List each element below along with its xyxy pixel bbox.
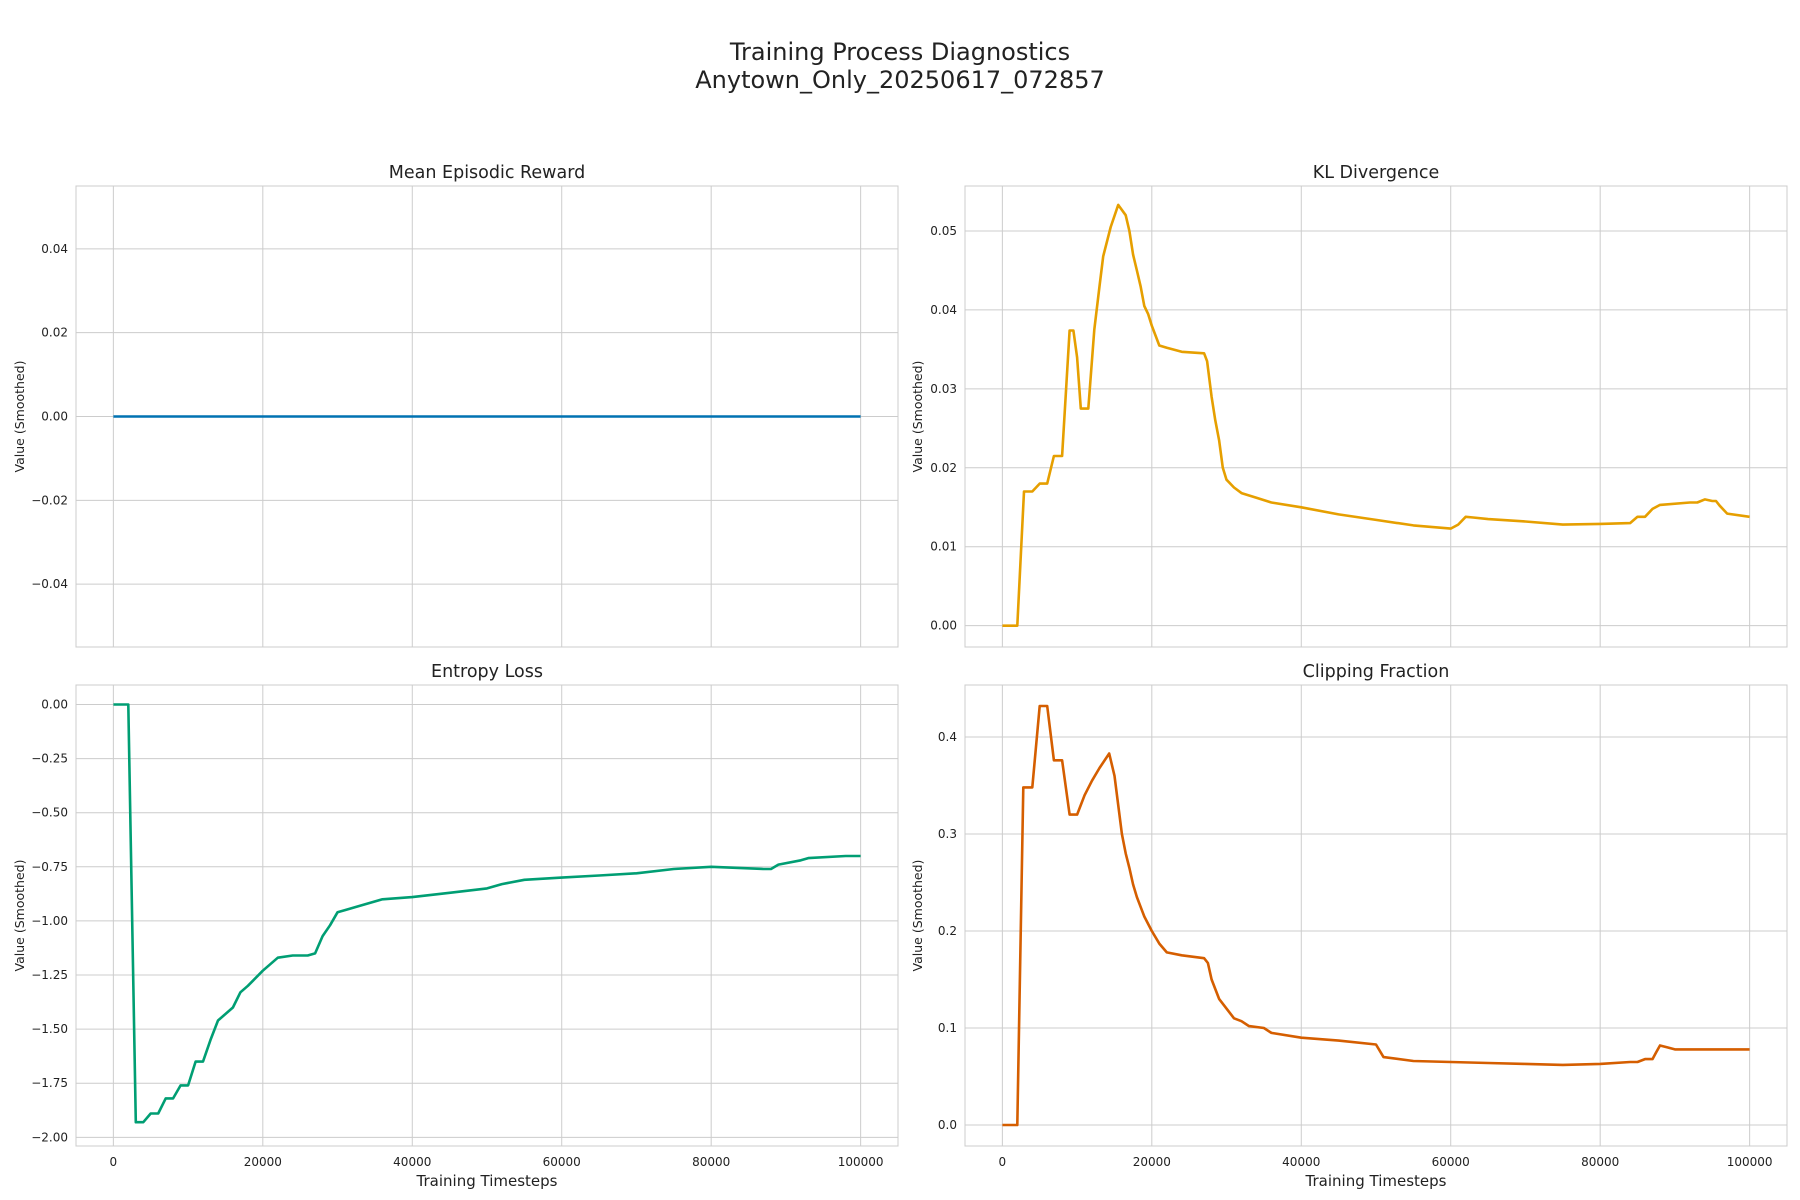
y-tick-label: −1.50: [31, 1022, 68, 1036]
y-axis-label: Value (Smoothed): [12, 860, 27, 972]
figure-title: Training Process Diagnostics Anytown_Onl…: [0, 38, 1800, 94]
panel-title: KL Divergence: [1313, 163, 1440, 183]
panel-kl-divergence: 0.00 0.01 0.02 0.03 0.04 0.05 KL Divergence Val…: [910, 163, 1788, 648]
x-tick-label: 100000: [1727, 1155, 1773, 1169]
panel-title: Mean Episodic Reward: [389, 163, 585, 183]
y-axis-label: Value (Smoothed): [910, 860, 925, 972]
series-line: [1002, 704, 1750, 1127]
x-tick-label: 60000: [1432, 1155, 1470, 1169]
y-tick-label: −1.25: [31, 968, 68, 982]
x-tick-label: 20000: [1133, 1155, 1171, 1169]
x-tick-label: 100000: [838, 1155, 884, 1169]
x-tick-label: 40000: [393, 1155, 431, 1169]
y-tick-label: 0.1: [938, 1021, 957, 1035]
x-axis-label: Training Timesteps: [1305, 1172, 1447, 1190]
y-tick-label: 0.3: [938, 827, 957, 841]
y-tick-label: −1.00: [31, 914, 68, 928]
axes-frame: [964, 684, 1788, 1147]
y-tick-label: 0.01: [930, 540, 957, 554]
y-tick-label: 0.00: [930, 619, 957, 633]
figure-title-line-1: Training Process Diagnostics: [729, 38, 1071, 66]
axes-frame: [75, 684, 899, 1147]
panel-title: Entropy Loss: [431, 662, 543, 682]
panel-entropy-loss: −2.00 −1.75 −1.50 −1.25 −1.00 −0.75 −0.50 −0.25…: [12, 662, 899, 1190]
x-axis-label: Training Timesteps: [416, 1172, 558, 1190]
y-tick-label: −2.00: [31, 1130, 68, 1144]
axes-frame: [964, 185, 1788, 648]
y-tick-label: 0.02: [41, 326, 68, 340]
y-tick-label: 0.4: [938, 730, 957, 744]
y-axis-label: Value (Smoothed): [12, 361, 27, 473]
y-tick-label: 0.2: [938, 924, 957, 938]
y-tick-label: 0.0: [938, 1118, 957, 1132]
y-tick-label: −0.75: [31, 860, 68, 874]
x-tick-label: 40000: [1282, 1155, 1320, 1169]
series-line: [1002, 203, 1750, 628]
figure-title-line-2: Anytown_Only_20250617_072857: [695, 66, 1105, 94]
y-tick-label: −0.02: [31, 493, 68, 507]
series-line: [113, 703, 861, 1124]
y-tick-label: 0.04: [41, 242, 68, 256]
y-tick-label: −0.50: [31, 806, 68, 820]
y-axis-label: Value (Smoothed): [910, 361, 925, 473]
y-tick-label: 0.05: [930, 224, 957, 238]
panel-clipping-fraction: 0.0 0.1 0.2 0.3 0.4 0 20000 40000 60000 80000 1000…: [910, 662, 1788, 1190]
x-tick-label: 20000: [244, 1155, 282, 1169]
x-tick-label: 0: [999, 1155, 1007, 1169]
x-tick-label: 80000: [692, 1155, 730, 1169]
y-tick-label: 0.02: [930, 461, 957, 475]
y-tick-label: 0.00: [41, 697, 68, 711]
x-tick-label: 60000: [543, 1155, 581, 1169]
y-tick-label: 0.04: [930, 303, 957, 317]
axes-frame: [75, 185, 899, 648]
x-tick-label: 0: [110, 1155, 118, 1169]
y-tick-label: −1.75: [31, 1076, 68, 1090]
y-tick-label: −0.25: [31, 752, 68, 766]
y-tick-label: 0.03: [930, 382, 957, 396]
panel-title: Clipping Fraction: [1303, 662, 1450, 682]
x-tick-label: 80000: [1581, 1155, 1619, 1169]
y-tick-label: 0.00: [41, 410, 68, 424]
y-tick-label: −0.04: [31, 577, 68, 591]
panel-mean-episodic-reward: −0.04 −0.02 0.00 0.02 0.04 Mean Episodic Rewa…: [12, 163, 899, 648]
